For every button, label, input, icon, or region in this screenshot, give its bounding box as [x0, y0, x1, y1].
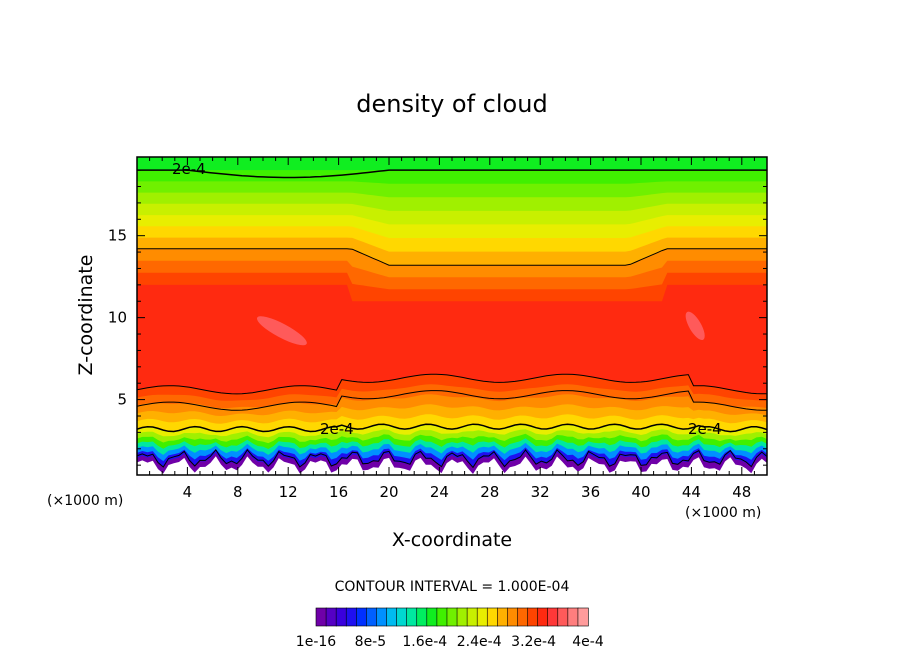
y-tick-label: 5	[117, 391, 127, 409]
x-tick-label: 16	[329, 483, 348, 501]
colorbar-swatch	[446, 607, 458, 627]
colorbar-swatch	[456, 607, 468, 627]
colorbar-swatch	[466, 607, 478, 627]
x-tick-label: 4	[183, 483, 193, 501]
colorbar-swatch	[486, 607, 499, 627]
x-tick-label: 12	[279, 483, 298, 501]
chart-title: density of cloud	[356, 90, 547, 118]
colorbar-swatch	[517, 607, 529, 627]
colorbar-swatch	[476, 607, 488, 627]
x-tick-label: 48	[732, 483, 751, 501]
x-unit-left: (×1000 m)	[47, 493, 123, 509]
x-tick-label: 8	[233, 483, 243, 501]
colorbar-swatch	[567, 607, 579, 627]
x-tick-label: 44	[682, 483, 701, 501]
colorbar-swatch	[537, 607, 549, 627]
colorbar-swatch	[335, 607, 347, 627]
colorbar-label: 2.4e-4	[457, 634, 502, 650]
contour-interval: CONTOUR INTERVAL = 1.000E-04	[335, 579, 570, 595]
x-tick-label: 40	[631, 483, 650, 501]
x-unit-right: (×1000 m)	[685, 505, 761, 521]
contour-line	[137, 390, 767, 411]
x-tick-label: 32	[531, 483, 550, 501]
x-tick-label: 20	[379, 483, 398, 501]
x-axis-label: X-coordinate	[392, 529, 512, 551]
colorbar-swatch	[426, 607, 438, 627]
colorbar-swatch	[315, 607, 327, 627]
y-tick-label: 10	[108, 309, 127, 327]
y-axis-label: Z-coordinate	[75, 255, 97, 376]
x-tick-label: 24	[430, 483, 449, 501]
contour-fill-bands	[137, 157, 767, 474]
colorbar-swatch	[436, 607, 448, 627]
colorbar-swatch	[527, 607, 539, 627]
y-axis-ticks: 5 10 15	[108, 169, 767, 466]
colorbar-swatch	[386, 607, 398, 627]
contour-label-top: 2e-4	[172, 160, 206, 178]
contour-band	[137, 157, 767, 171]
colorbar-swatch	[366, 607, 378, 627]
x-tick-label: 36	[581, 483, 600, 501]
x-axis-ticks: 4 8 12 16 20 24 28 32 36 40 44 48	[149, 157, 755, 501]
colorbar-swatch	[497, 607, 509, 627]
colorbar-swatch	[416, 607, 428, 627]
contour-line	[137, 423, 767, 433]
colorbar-swatch	[547, 607, 559, 627]
colorbar-label: 1.6e-4	[402, 634, 447, 650]
colorbar-swatch	[557, 607, 569, 627]
colorbar-swatch	[406, 607, 418, 627]
contour-line	[137, 169, 767, 179]
density-core	[685, 311, 705, 341]
colorbar-labels: 1e-16 8e-5 1.6e-4 2.4e-4 3.2e-4 4e-4	[296, 634, 604, 650]
colorbar-swatch	[507, 607, 519, 627]
x-tick-label: 28	[480, 483, 499, 501]
colorbar-swatch	[376, 607, 388, 627]
density-core	[256, 316, 307, 346]
colorbar-label: 8e-5	[355, 634, 386, 650]
colorbar	[315, 607, 589, 627]
contour-line	[137, 373, 767, 395]
colorbar-swatch	[355, 607, 368, 627]
colorbar-label: 1e-16	[296, 634, 336, 650]
contour-line	[137, 248, 767, 266]
contour-lines	[137, 169, 767, 469]
colorbar-swatch	[396, 607, 408, 627]
colorbar-swatch	[325, 607, 337, 627]
colorbar-label: 4e-4	[572, 634, 604, 650]
colorbar-swatch	[345, 607, 357, 627]
y-tick-label: 15	[108, 227, 127, 245]
contour-line	[137, 448, 767, 469]
colorbar-label: 3.2e-4	[511, 634, 556, 650]
plot-area	[137, 157, 767, 475]
contour-label-mid: 2e-4	[320, 420, 354, 438]
colorbar-swatch	[577, 607, 589, 627]
high-density-cores	[256, 311, 705, 346]
contour-label-right: 2e-4	[688, 420, 722, 438]
